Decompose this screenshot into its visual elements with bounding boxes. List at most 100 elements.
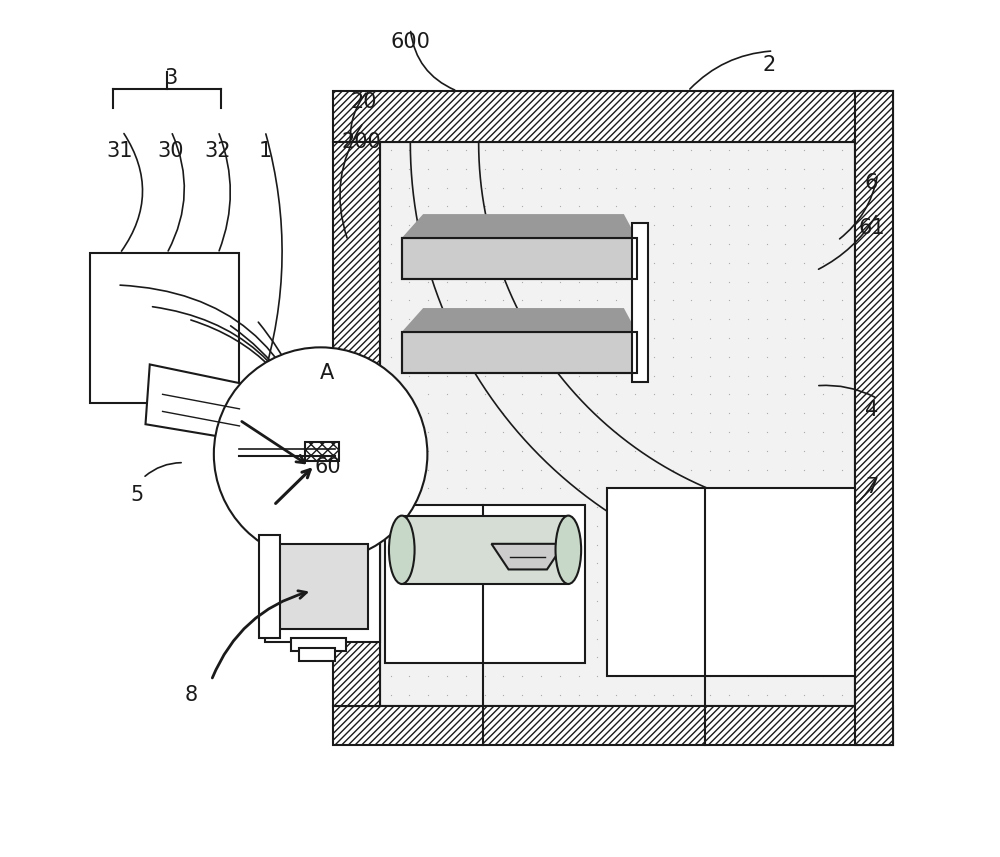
Point: [401, 237, 417, 251]
Point: [514, 331, 530, 345]
Point: [383, 369, 399, 382]
Point: [533, 143, 549, 157]
Point: [777, 444, 793, 458]
Point: [514, 406, 530, 420]
Point: [514, 275, 530, 289]
Bar: [291, 638, 346, 650]
Point: [589, 632, 605, 645]
Point: [420, 538, 436, 552]
Point: [439, 369, 455, 382]
Point: [665, 200, 681, 213]
Point: [646, 632, 662, 645]
Point: [627, 237, 643, 251]
Point: [608, 162, 624, 176]
Point: [646, 538, 662, 552]
Point: [740, 519, 756, 533]
Point: [420, 519, 436, 533]
Point: [627, 688, 643, 702]
Point: [627, 575, 643, 589]
Point: [495, 594, 511, 608]
Point: [533, 350, 549, 363]
Point: [571, 669, 587, 683]
Point: [439, 538, 455, 552]
Point: [420, 256, 436, 270]
Point: [552, 594, 568, 608]
Point: [571, 350, 587, 363]
Point: [646, 237, 662, 251]
Point: [552, 406, 568, 420]
Point: [627, 650, 643, 664]
Point: [420, 556, 436, 570]
Point: [439, 406, 455, 420]
Text: 3: 3: [164, 69, 178, 88]
Point: [608, 275, 624, 289]
Point: [533, 688, 549, 702]
Point: [552, 387, 568, 401]
Point: [458, 482, 474, 495]
Point: [740, 331, 756, 345]
Point: [815, 594, 831, 608]
Point: [552, 650, 568, 664]
Point: [740, 143, 756, 157]
Point: [420, 162, 436, 176]
Point: [796, 594, 812, 608]
Point: [495, 538, 511, 552]
Point: [571, 482, 587, 495]
Bar: [333, 91, 893, 142]
Point: [383, 312, 399, 326]
Point: [702, 350, 718, 363]
Point: [627, 369, 643, 382]
Point: [608, 556, 624, 570]
Point: [796, 444, 812, 458]
Point: [665, 556, 681, 570]
Point: [759, 500, 775, 514]
Point: [514, 143, 530, 157]
Point: [721, 293, 737, 307]
Point: [777, 575, 793, 589]
Point: [608, 312, 624, 326]
Point: [702, 594, 718, 608]
Point: [458, 181, 474, 195]
Point: [533, 387, 549, 401]
Point: [608, 632, 624, 645]
Point: [721, 387, 737, 401]
Point: [646, 594, 662, 608]
Point: [458, 143, 474, 157]
Point: [458, 406, 474, 420]
Point: [589, 650, 605, 664]
Point: [683, 312, 699, 326]
Point: [514, 200, 530, 213]
Point: [495, 350, 511, 363]
Point: [401, 688, 417, 702]
Point: [796, 200, 812, 213]
Point: [815, 500, 831, 514]
Point: [702, 500, 718, 514]
Point: [571, 444, 587, 458]
Point: [759, 444, 775, 458]
Point: [834, 575, 850, 589]
Point: [796, 275, 812, 289]
Point: [815, 688, 831, 702]
Point: [477, 350, 493, 363]
Point: [495, 143, 511, 157]
Point: [495, 387, 511, 401]
Point: [740, 463, 756, 476]
Point: [552, 519, 568, 533]
Point: [533, 312, 549, 326]
Point: [383, 143, 399, 157]
Point: [514, 650, 530, 664]
Point: [665, 444, 681, 458]
Point: [759, 613, 775, 626]
Point: [401, 519, 417, 533]
Point: [401, 613, 417, 626]
Point: [589, 350, 605, 363]
Point: [608, 688, 624, 702]
Bar: [333, 706, 893, 745]
Point: [627, 632, 643, 645]
Point: [571, 237, 587, 251]
Point: [608, 482, 624, 495]
Point: [420, 669, 436, 683]
Point: [514, 500, 530, 514]
Point: [777, 669, 793, 683]
Point: [740, 275, 756, 289]
